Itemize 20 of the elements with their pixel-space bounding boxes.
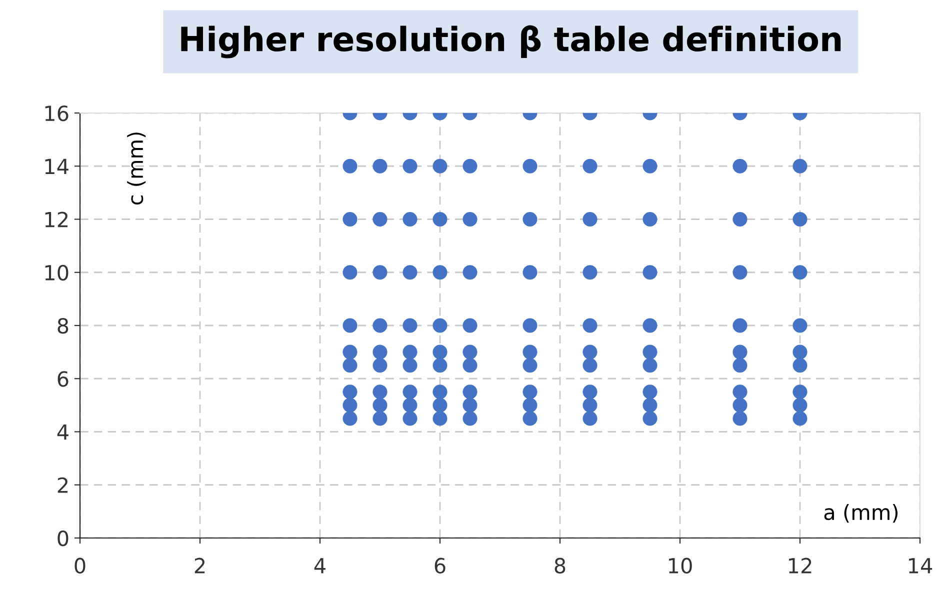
y-tick-label: 8 xyxy=(58,318,68,334)
chart-title: Higher resolution β table definition xyxy=(181,25,841,58)
y-tick-label: 6 xyxy=(58,371,68,387)
x-tick-label: 6 xyxy=(434,558,446,574)
x-tick-label: 2 xyxy=(194,558,205,574)
x-tick-label: 14 xyxy=(909,558,932,574)
y-tick-label: 4 xyxy=(57,424,68,440)
x-tick-label: 12 xyxy=(789,558,812,574)
y-tick-label: 2 xyxy=(58,477,68,493)
x-tick-label: 8 xyxy=(554,558,566,574)
x-tick-label: 10 xyxy=(669,558,692,574)
y-axis-title: c (mm) xyxy=(127,132,146,205)
y-tick-label: 14 xyxy=(45,158,68,174)
y-tick-label: 16 xyxy=(45,105,68,122)
y-tick-label: 10 xyxy=(45,264,68,281)
y-tick-label: 0 xyxy=(58,530,68,546)
y-tick-label: 12 xyxy=(45,212,68,228)
x-tick-label: 0 xyxy=(74,558,86,574)
x-tick-label: 4 xyxy=(314,558,326,574)
x-axis-title: a (mm) xyxy=(824,504,898,523)
